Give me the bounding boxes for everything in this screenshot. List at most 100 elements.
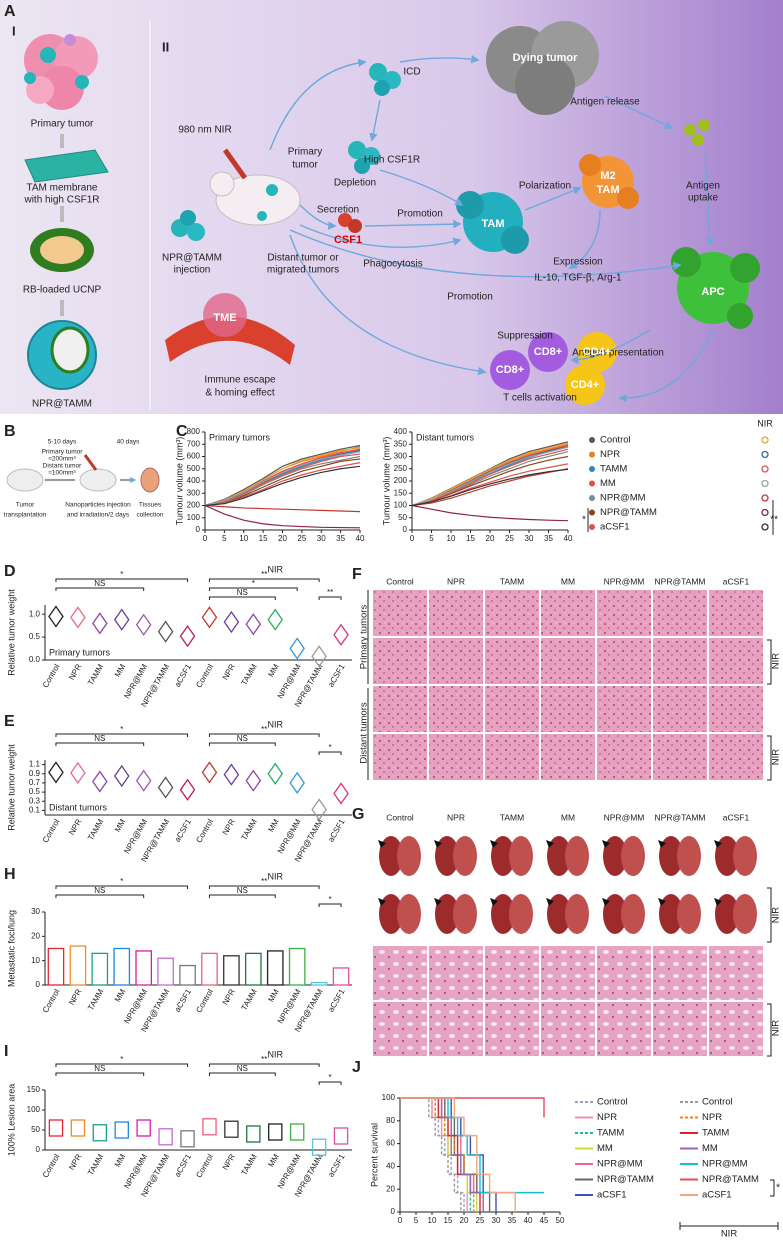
arrow [704, 149, 714, 247]
y-axis-label: Tumour volume (mm³) [381, 437, 391, 526]
bracket [208, 587, 298, 591]
panel-letter: E [4, 713, 15, 730]
diagram-label: tumor [292, 160, 318, 171]
diagram-label: Polarization [519, 181, 571, 192]
significance: * [252, 579, 255, 588]
x-tick-label: 15 [259, 534, 268, 543]
x-tick-label: MM [266, 817, 281, 833]
x-tick-label: 20 [278, 534, 287, 543]
bar [244, 952, 262, 986]
series-line [411, 446, 569, 507]
lung-histology [485, 1002, 539, 1056]
tme-icon [203, 293, 247, 337]
x-tick-label: aCSF1 [326, 817, 347, 844]
diagram-label: ≈100mm³ [48, 470, 76, 477]
bracket [208, 578, 320, 582]
diagram-label: TAM membrane [27, 183, 98, 194]
bracket [318, 751, 342, 755]
membrane-icon [24, 149, 109, 183]
lung-lobe [621, 836, 645, 876]
nir-label: NIR [771, 749, 782, 766]
x-tick-label: 5 [429, 534, 434, 543]
box [333, 1127, 349, 1145]
significance: * [120, 570, 123, 579]
x-tick-label: Control [194, 1152, 215, 1179]
lung-lobe [659, 894, 683, 934]
significance: * [120, 877, 123, 886]
arrow [568, 209, 601, 269]
legend-marker [761, 450, 769, 459]
lung-histology [541, 946, 595, 1000]
violin [70, 761, 86, 784]
diagram-label: High CSF1R [364, 155, 420, 166]
legend-label: MM [597, 1143, 613, 1154]
histology-image [597, 638, 651, 684]
series-line [411, 468, 569, 507]
violin [113, 764, 130, 788]
group-label: NIR [268, 1049, 284, 1059]
x-tick-label: TAMM [240, 817, 259, 842]
x-tick-label: aCSF1 [173, 1152, 194, 1179]
y-tick-label: 0 [391, 1207, 396, 1216]
violin [289, 771, 305, 795]
x-tick-label: aCSF1 [326, 987, 347, 1014]
apc-icon [671, 247, 760, 329]
diagram-label: collection [136, 512, 163, 519]
x-tick-label: 5 [222, 534, 227, 543]
histology-image [709, 638, 763, 684]
lung-lobe [565, 836, 589, 876]
diagram-label: Promotion [447, 292, 493, 303]
series-line [411, 455, 569, 507]
x-tick-label: MM [113, 662, 128, 678]
column-label: Control [386, 576, 414, 586]
x-tick-label: 35 [336, 534, 345, 543]
bracket [55, 1072, 145, 1076]
legend-marker [761, 479, 769, 488]
bracket [55, 885, 189, 889]
lung-histology [653, 1002, 707, 1056]
y-tick-label: 0 [403, 525, 408, 534]
lung-lobe [435, 894, 459, 934]
legend-label: NPR@TAMM [597, 1174, 654, 1185]
violin [333, 782, 349, 805]
y-tick-label: 400 [187, 476, 201, 485]
lung-lobe [547, 894, 571, 934]
x-tick-label: MM [266, 1152, 281, 1168]
m2-tam-icon [579, 154, 639, 209]
x-tick-label: Control [41, 817, 62, 844]
legend-label: NPR [597, 1112, 617, 1123]
y-tick-label: 250 [394, 464, 408, 473]
column-label: aCSF1 [723, 576, 750, 586]
antigen-icon [684, 119, 710, 146]
legend-label: Control [600, 435, 631, 446]
y-tick-label: 500 [187, 464, 201, 473]
x-tick-label: NPR [67, 1152, 83, 1171]
violin [135, 613, 152, 636]
column-label: NPR@TAMM [655, 576, 706, 586]
significance: NS [237, 1064, 248, 1073]
significance: ** [261, 725, 267, 734]
legend-marker [761, 508, 769, 517]
y-tick-label: 150 [27, 1085, 41, 1094]
lung-histology [429, 946, 483, 1000]
diagram-label: CD4+ [583, 346, 611, 358]
diagram-label: Tissues [139, 502, 162, 509]
lung-lobe [603, 836, 627, 876]
diagram-label: 5-10 days [48, 439, 77, 446]
histology-image [653, 734, 707, 780]
series-line [411, 448, 569, 507]
box [224, 1120, 239, 1138]
lung-histology [709, 946, 763, 1000]
bracket [208, 894, 276, 898]
significance: * [776, 1183, 780, 1194]
diagram-label: Primary tumor [42, 449, 84, 456]
arrowhead [714, 840, 722, 848]
legend-marker [589, 524, 595, 530]
arrow [269, 58, 367, 151]
x-tick-label: 25 [505, 534, 514, 543]
histology-image [597, 734, 651, 780]
bracket [55, 742, 145, 746]
y-tick-label: 20 [31, 931, 40, 940]
chart-annotation: Distant tumors [416, 432, 475, 442]
